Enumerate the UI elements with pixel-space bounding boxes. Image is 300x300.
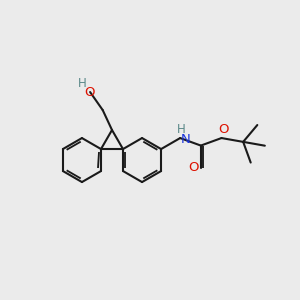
Text: H: H [78,76,86,89]
Text: O: O [189,161,199,174]
Text: N: N [180,133,190,146]
Text: O: O [218,123,229,136]
Text: H: H [177,123,185,136]
Text: O: O [84,85,94,98]
